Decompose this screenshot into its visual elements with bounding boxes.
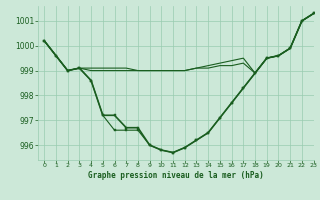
X-axis label: Graphe pression niveau de la mer (hPa): Graphe pression niveau de la mer (hPa): [88, 171, 264, 180]
